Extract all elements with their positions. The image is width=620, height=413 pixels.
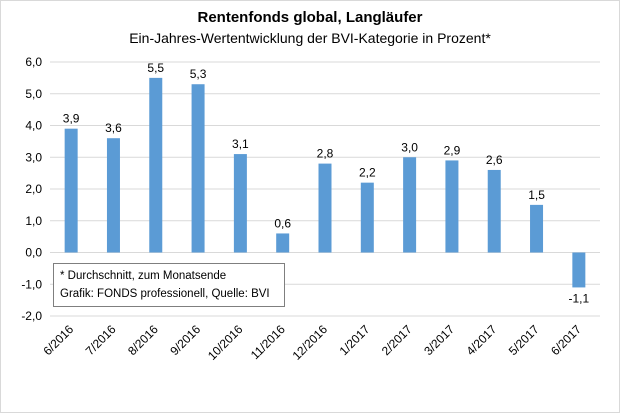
bar — [233, 154, 247, 253]
data-label: 1,5 — [528, 188, 545, 202]
data-label: -1,1 — [569, 291, 590, 305]
y-tick-label: 4,0 — [25, 119, 42, 133]
x-tick-label: 5/2017 — [506, 322, 542, 358]
data-label: 3,1 — [232, 137, 249, 151]
data-label: 3,0 — [401, 140, 418, 154]
footnote-text: * Durchschnitt, zum Monatsende — [60, 270, 227, 282]
bar — [318, 163, 332, 253]
y-tick-label: 0,0 — [25, 246, 42, 260]
x-tick-label: 8/2016 — [125, 322, 161, 358]
data-label: 2,6 — [486, 153, 503, 167]
y-tick-label: 2,0 — [25, 182, 42, 196]
y-tick-label: 3,0 — [25, 150, 42, 164]
bar — [572, 252, 586, 288]
bar — [276, 233, 290, 253]
bars — [64, 77, 586, 288]
x-tick-label: 7/2016 — [83, 322, 119, 358]
y-tick-label: 5,0 — [25, 87, 42, 101]
bar — [445, 160, 459, 253]
x-tick-label: 10/2016 — [205, 322, 246, 363]
x-tick-label: 6/2016 — [40, 322, 76, 358]
data-label: 3,6 — [105, 121, 122, 135]
data-label: 0,6 — [274, 216, 291, 230]
data-label: 2,8 — [317, 147, 334, 161]
bar — [530, 204, 544, 253]
y-tick-label: -2,0 — [21, 309, 42, 323]
y-axis-tick-labels: 6,0 5,0 4,0 3,0 2,0 1,0 0,0 -1,0 -2,0 — [21, 55, 42, 323]
x-tick-label: 9/2016 — [167, 322, 203, 358]
data-labels: 3,9 3,6 5,5 5,3 3,1 0,6 2,8 2,2 3,0 2,9 2,6 1,5 -1,1 — [63, 61, 590, 306]
x-tick-label: 3/2017 — [421, 322, 457, 358]
y-tick-label: -1,0 — [21, 277, 42, 291]
chart-subtitle: Ein-Jahres-Wertentwicklung der BVI-Kateg… — [129, 30, 491, 46]
bar — [64, 128, 78, 253]
bar — [487, 169, 501, 253]
bar — [191, 84, 205, 253]
y-tick-label: 1,0 — [25, 214, 42, 228]
bar — [106, 138, 120, 253]
y-tick-label: 6,0 — [25, 55, 42, 69]
x-axis-tick-labels: 6/2016 7/2016 8/2016 9/2016 10/2016 11/2016 12… — [40, 322, 584, 363]
chart-title: Rentenfonds global, Langläufer — [197, 9, 423, 26]
x-tick-label: 12/2016 — [290, 322, 331, 363]
data-label: 3,9 — [63, 112, 80, 126]
x-tick-label: 6/2017 — [548, 322, 584, 358]
data-label: 5,5 — [147, 61, 164, 75]
source-text: Grafik: FONDS professionell, Quelle: BVI — [60, 288, 270, 300]
bar — [403, 157, 417, 253]
bar — [360, 182, 374, 253]
data-label: 2,9 — [444, 143, 461, 157]
bar — [149, 77, 163, 253]
x-tick-label: 11/2016 — [248, 322, 288, 362]
x-tick-label: 4/2017 — [463, 322, 499, 358]
x-tick-label: 2/2017 — [379, 322, 415, 358]
data-label: 5,3 — [190, 67, 207, 81]
footnote-box: * Durchschnitt, zum Monatsende Grafik: F… — [53, 263, 285, 307]
data-label: 2,2 — [359, 166, 376, 180]
x-tick-label: 1/2017 — [337, 322, 373, 358]
